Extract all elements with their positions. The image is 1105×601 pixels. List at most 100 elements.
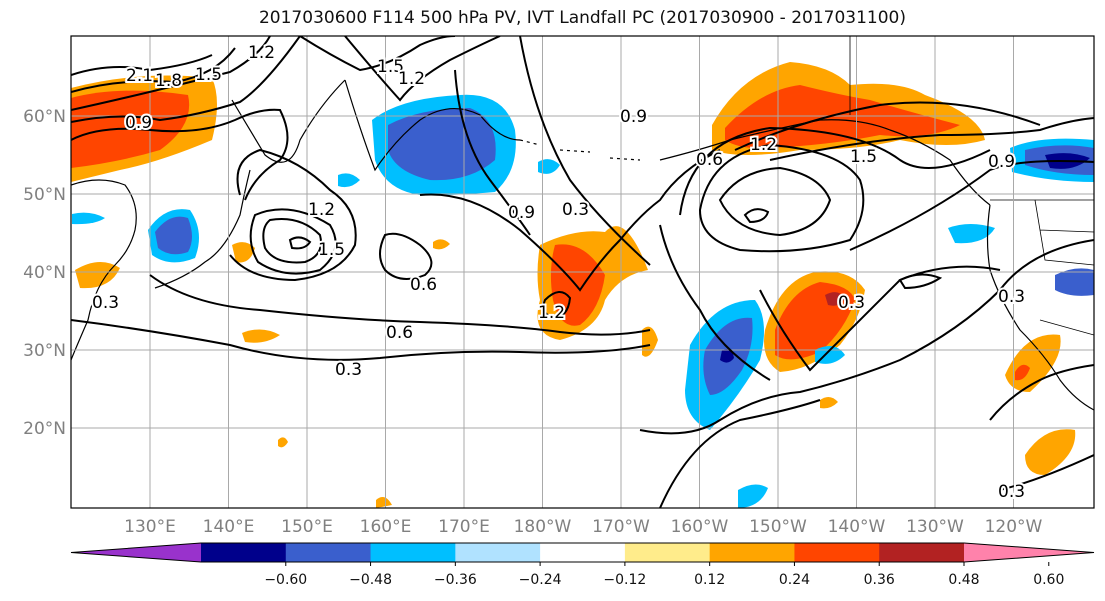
latitude-tick-label: 50°N <box>23 185 66 205</box>
positive-anomaly-alaska-core <box>725 85 960 149</box>
pv-contour-gulf-low-4 <box>659 224 771 381</box>
pv-contour-0-9-mid <box>454 69 531 236</box>
pv-contour-0-6-island <box>379 232 433 280</box>
pv-contour-0-9-west <box>71 108 289 201</box>
contour-label: 0.9 <box>988 152 1015 172</box>
contour-label: 0.3 <box>998 287 1025 307</box>
longitude-tick-label: 150°W <box>749 517 807 537</box>
negative-anomaly-northeast-asia <box>72 212 105 225</box>
contour-label: 1.5 <box>195 65 222 85</box>
pv-contour-0-6-west <box>149 274 651 336</box>
pv-contour-0-9-east <box>849 160 1094 251</box>
pv-contour-1-5-east <box>769 117 1094 161</box>
contour-label: 0.9 <box>125 113 152 133</box>
negative-anomaly-hawaii <box>738 484 768 508</box>
pv-contour-0-3-east <box>639 239 1094 435</box>
positive-anomaly-tropical-east <box>1025 429 1076 475</box>
pv-contour-1-2-north <box>344 36 501 102</box>
contour-label: 0.6 <box>410 275 437 295</box>
longitude-tick-label: 140°E <box>203 517 255 537</box>
colorbar-segment <box>285 543 372 562</box>
coastlines <box>71 79 1094 411</box>
pv-contour-1-2-kamchatka <box>229 148 357 282</box>
coastline-alaska <box>659 119 991 206</box>
pv-contour-1-8 <box>71 47 236 93</box>
contour-label: 0.3 <box>998 482 1025 502</box>
colorbar-lower-extension <box>71 543 201 562</box>
longitude-tick-label: 140°W <box>828 517 886 537</box>
pv-contour-0-3-mid <box>519 36 651 266</box>
longitude-tick-label: 160°W <box>671 517 729 537</box>
pv-contour-2-1 <box>71 54 213 76</box>
contour-label: 1.5 <box>318 240 345 260</box>
pv-contour-1-2-east <box>734 101 1041 151</box>
boundary-us-mexico <box>1039 319 1094 336</box>
colorbar-tick-label: −0.12 <box>603 572 646 588</box>
contour-label: 1.5 <box>850 147 877 167</box>
colorbar-segment <box>624 543 711 562</box>
positive-anomaly-japan-east <box>242 329 280 343</box>
longitude-tick-label: 170°E <box>438 517 490 537</box>
colorbar-tick-label: 0.36 <box>864 572 895 588</box>
longitude-tick-label: 160°E <box>360 517 412 537</box>
negative-anomaly-japan-core <box>155 216 192 255</box>
coastline-japan <box>154 169 251 289</box>
pv-contour-japan-middle <box>249 208 337 275</box>
colorbar-tick-labels: −0.60 −0.48 −0.36 −0.24 −0.12 0.12 0.24 0.36 0.4… <box>264 562 1064 588</box>
political-boundaries <box>849 36 1094 336</box>
pv-contour-japan-low <box>288 236 312 250</box>
colorbar-segment <box>709 543 795 562</box>
pv-contour-1-5 <box>71 36 271 111</box>
pv-contour-ne-small <box>898 273 943 290</box>
pv-contour-1-5-north <box>299 36 456 72</box>
gridlines <box>71 36 1094 508</box>
map-panel: 2.1 1.8 1.5 1.2 0.9 1.5 1.2 1.5 1.2 0.9 … <box>71 36 1094 508</box>
map-frame <box>70 35 1095 509</box>
colorbar-segment <box>370 543 456 562</box>
negative-anomaly-bering-core <box>388 108 496 181</box>
longitude-tick-label: 120°W <box>985 517 1043 537</box>
positive-anomaly-small-south <box>376 496 392 508</box>
positive-anomaly-mexico-core <box>1015 364 1030 381</box>
longitude-tick-label: 150°E <box>281 517 333 537</box>
latitude-tick-label: 20°N <box>23 419 66 439</box>
coastline-kamchatka <box>231 79 346 163</box>
colorbar-tick-label: 0.48 <box>948 572 979 588</box>
contour-label: 1.2 <box>308 200 335 220</box>
positive-anomaly-peak <box>825 292 845 306</box>
contour-label: 1.2 <box>398 69 425 89</box>
colorbar-upper-extension <box>964 543 1094 562</box>
colorbar <box>70 542 1095 563</box>
contour-labels: 2.1 1.8 1.5 1.2 0.9 1.5 1.2 1.5 1.2 0.9 … <box>90 41 1027 504</box>
contour-label: 0.3 <box>838 293 865 313</box>
longitude-tick-label: 130°W <box>906 517 964 537</box>
latitude-tick-labels: 60°N 50°N 40°N 30°N 20°N <box>23 107 66 439</box>
colorbar-tick-label: 0.24 <box>779 572 810 588</box>
contour-label: 1.5 <box>377 57 404 77</box>
contour-label: 0.3 <box>335 360 362 380</box>
pv-contour-1-2-central <box>542 291 572 320</box>
colorbar-tick-label: −0.36 <box>434 572 477 588</box>
latitude-tick-label: 60°N <box>23 107 66 127</box>
positive-anomaly-japan-south <box>232 242 255 263</box>
colorbar-outline <box>70 542 1095 563</box>
positive-anomaly-central-core <box>550 244 605 326</box>
positive-anomaly-small-central <box>433 239 450 250</box>
colorbar-segment <box>794 543 880 562</box>
contour-label: 0.3 <box>562 200 589 220</box>
colorbar-tick-label: 0.12 <box>694 572 725 588</box>
contour-label: 1.8 <box>155 71 182 91</box>
pv-contour-0-6-east <box>759 265 1001 372</box>
contour-label: 2.1 <box>126 66 153 86</box>
colorbar-segment <box>201 543 287 562</box>
pv-contour-gulf-low-1 <box>718 166 832 237</box>
negative-anomaly-california <box>1055 268 1094 296</box>
positive-anomaly-midpacific <box>642 326 658 357</box>
pv-contour-ridge <box>419 149 721 292</box>
coastline-north-america-west <box>986 204 1094 411</box>
coastline-asia <box>71 179 137 361</box>
colorbar-tick-label: 0.60 <box>1033 572 1064 588</box>
longitude-tick-label: 130°E <box>124 517 176 537</box>
colorbar-tick-label: −0.60 <box>264 572 307 588</box>
